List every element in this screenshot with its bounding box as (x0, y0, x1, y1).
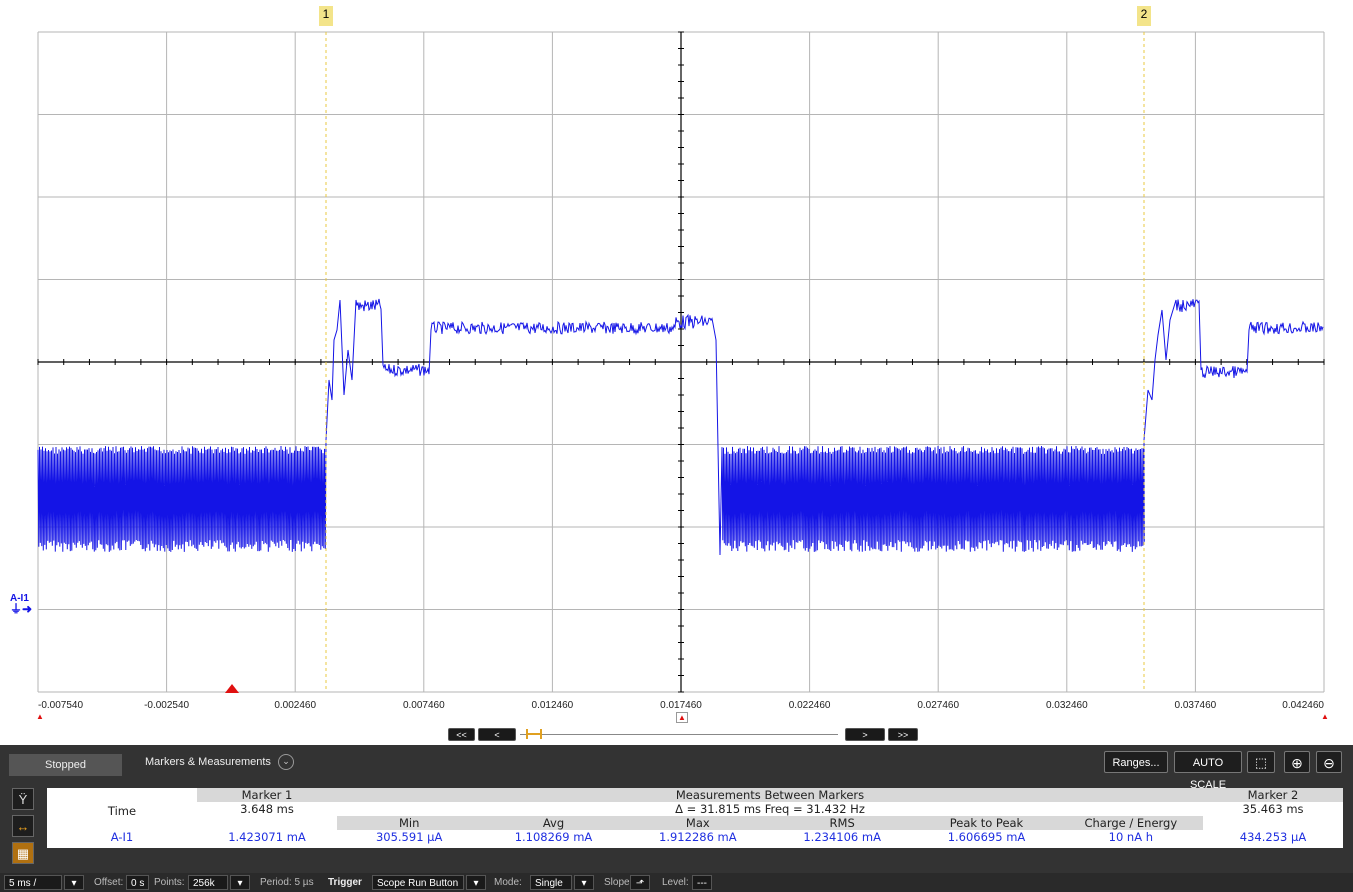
trigger-select[interactable]: Scope Run Button (372, 875, 464, 890)
measurements-table: Marker 1 Measurements Between Markers Ma… (47, 788, 1343, 848)
zoom-box-icon[interactable]: ⬚ (1247, 751, 1275, 773)
marker-1-flag[interactable]: 1 (319, 6, 333, 26)
mode-select[interactable]: Single (530, 875, 572, 890)
scroll-next-button[interactable]: > (845, 728, 885, 741)
center-marker-icon[interactable]: ▲ (676, 712, 688, 723)
marker1-header: Marker 1 (197, 788, 337, 802)
scroll-thumb[interactable] (526, 729, 542, 739)
autoscale-button[interactable]: AUTO SCALE (1174, 751, 1242, 791)
x-tick-label: 0.022460 (789, 700, 831, 711)
markers-measurements-header[interactable]: Markers & Measurements ⌄ (145, 754, 294, 771)
column-header: Charge / Energy (1084, 816, 1178, 830)
measurement-value: 1.606695 mA (947, 830, 1026, 844)
channel-indicator[interactable]: A-I1 ⏚➜ (10, 593, 33, 616)
level-field[interactable]: --- (692, 875, 712, 890)
column-header: Min (398, 816, 420, 830)
period-label: Period: 5 µs (260, 877, 314, 888)
x-tick-label: 0.002460 (274, 700, 316, 711)
mode-dropdown-icon[interactable]: ▾ (574, 875, 594, 890)
timebase-value: 5 ms / (9, 878, 37, 889)
marker2-time: 35.463 ms (1242, 802, 1304, 816)
slope-label: Slope: (604, 877, 633, 888)
marker-lines (325, 32, 1145, 692)
column-header: Peak to Peak (949, 816, 1024, 830)
marker-2-flag[interactable]: 2 (1137, 6, 1151, 26)
waveform-plot[interactable]: -0.007540 -0.002540 0.002460 0.007460 0.0124… (0, 0, 1353, 745)
marker-toggle-icon[interactable]: ▦ (12, 842, 34, 864)
offset-field[interactable]: 0 s (126, 875, 150, 890)
x-tick-label: 0.037460 (1175, 700, 1217, 711)
x-tick-label: -0.002540 (144, 700, 189, 711)
ground-arrow-icon: ⏚➜ (10, 602, 33, 616)
x-tick-label: 0.017460 (660, 700, 702, 711)
scope-display[interactable]: -0.007540 -0.002540 0.002460 0.007460 0.0124… (0, 0, 1353, 745)
markers-title: Markers & Measurements (145, 756, 271, 768)
scroll-prev-button[interactable]: < (478, 728, 516, 741)
column-header: RMS (829, 816, 855, 830)
column-header: Avg (542, 816, 565, 830)
offset-label: Offset: (94, 877, 124, 888)
slope-rising-icon[interactable]: ⬏ (630, 875, 650, 890)
zoom-in-icon[interactable]: ⊕ (1284, 751, 1310, 773)
measurement-value: 1.234106 mA (803, 830, 881, 844)
timebase-dropdown-icon[interactable]: ▾ (64, 875, 84, 890)
x-tick-label: -0.007540 (38, 700, 83, 711)
timebase-select[interactable]: 5 ms / (4, 875, 62, 890)
level-label: Level: (662, 877, 689, 888)
trigger-label: Trigger (328, 877, 362, 888)
probe-icon[interactable]: Ÿ (12, 788, 34, 810)
scroll-last-button[interactable]: >> (888, 728, 918, 741)
x-tick-label: 0.032460 (1046, 700, 1088, 711)
x-tick-label: 0.007460 (403, 700, 445, 711)
marker1-time: 3.648 ms (240, 802, 294, 816)
between-header: Measurements Between Markers (337, 788, 1203, 802)
fit-markers-icon[interactable]: ↔ (12, 815, 34, 837)
trigger-dropdown-icon[interactable]: ▾ (466, 875, 486, 890)
marker2-value: 434.253 µA (1239, 830, 1307, 844)
mode-label: Mode: (494, 877, 522, 888)
points-dropdown-icon[interactable]: ▾ (230, 875, 250, 890)
zoom-out-icon[interactable]: ⊖ (1316, 751, 1342, 773)
time-label: Time (107, 804, 137, 818)
points-select[interactable]: 256k (188, 875, 228, 890)
markers-panel: Stopped Markers & Measurements ⌄ Ranges.… (0, 745, 1353, 873)
marker2-header: Marker 2 (1203, 788, 1343, 802)
status-toolbar: 5 ms / ▾ Offset: 0 s Points: 256k ▾ Peri… (0, 873, 1353, 892)
points-label: Points: (154, 877, 185, 888)
current-trace (37, 298, 1324, 556)
measurement-values: 305.591 µA 1.108269 mA 1.912286 mA 1.234106… (337, 830, 1203, 844)
x-tick-label: 0.027460 (917, 700, 959, 711)
column-header: Max (685, 816, 710, 830)
chevron-down-icon[interactable]: ⌄ (278, 754, 294, 771)
x-tick-labels: -0.007540 -0.002540 0.002460 0.007460 0.0124… (38, 700, 1324, 711)
marker1-value: 1.423071 mA (228, 830, 306, 844)
x-tick-label: 0.012460 (532, 700, 574, 711)
trigger-position-icon[interactable] (225, 684, 239, 693)
marker-1-label: 1 (322, 7, 330, 21)
channel-label: A-I1 (10, 593, 29, 604)
measurement-value: 10 nA h (1108, 830, 1154, 844)
right-bound-icon: ▲ (1321, 712, 1329, 721)
ranges-button[interactable]: Ranges... (1104, 751, 1168, 773)
scroll-first-button[interactable]: << (448, 728, 475, 741)
x-tick-label: 0.042460 (1282, 700, 1324, 711)
channel-name: A-I1 (110, 830, 134, 844)
marker-2-label: 2 (1140, 7, 1148, 21)
left-bound-icon: ▲ (36, 712, 44, 721)
measurement-value: 1.912286 mA (659, 830, 737, 844)
scroll-track[interactable] (520, 734, 838, 735)
measurement-value: 1.108269 mA (514, 830, 593, 844)
plot-axes (37, 31, 1325, 693)
measurement-value: 305.591 µA (375, 830, 443, 844)
delta-readout: Δ = 31.815 ms Freq = 31.432 Hz (675, 802, 865, 816)
measurement-columns: Min Avg Max RMS Peak to Peak Charge / Energy (337, 816, 1203, 830)
run-status[interactable]: Stopped (9, 754, 122, 776)
